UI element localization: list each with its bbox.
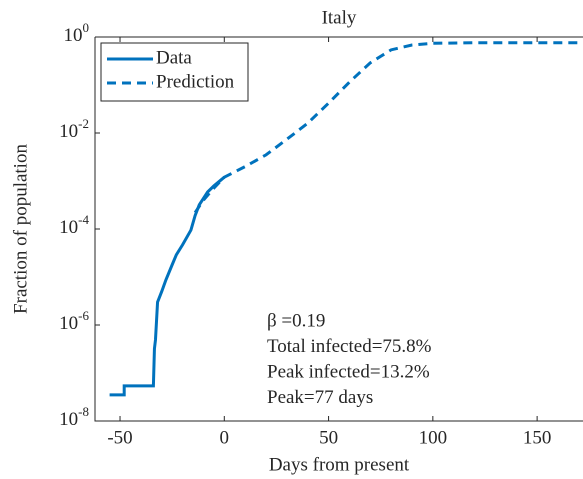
y-axis-label: Fraction of population bbox=[10, 144, 31, 314]
x-tick-label: -50 bbox=[107, 427, 132, 448]
x-tick-label: 100 bbox=[419, 427, 448, 448]
x-tick-label: 0 bbox=[220, 427, 230, 448]
plot-area bbox=[109, 41, 583, 397]
chart-title: Italy bbox=[322, 7, 357, 28]
annotation: Peak infected=13.2% bbox=[267, 361, 430, 382]
series-line bbox=[109, 176, 226, 397]
annotation: Total infected=75.8% bbox=[267, 336, 432, 357]
legend-label: Data bbox=[156, 47, 192, 68]
x-tick-label: 50 bbox=[319, 427, 338, 448]
annotation: β =0.19 bbox=[267, 310, 325, 331]
annotation: Peak=77 days bbox=[267, 387, 373, 408]
legend-label: Prediction bbox=[156, 71, 235, 92]
y-tick-label: 100 bbox=[64, 20, 90, 46]
x-axis-label: Days from present bbox=[269, 454, 410, 475]
y-tick-label: 10-2 bbox=[59, 116, 89, 142]
y-tick-label: 10-8 bbox=[59, 404, 89, 430]
legend-box bbox=[100, 42, 249, 102]
y-tick-label: 10-6 bbox=[59, 308, 89, 334]
y-tick-label: 10-4 bbox=[59, 212, 89, 238]
x-tick-label: 150 bbox=[523, 427, 552, 448]
